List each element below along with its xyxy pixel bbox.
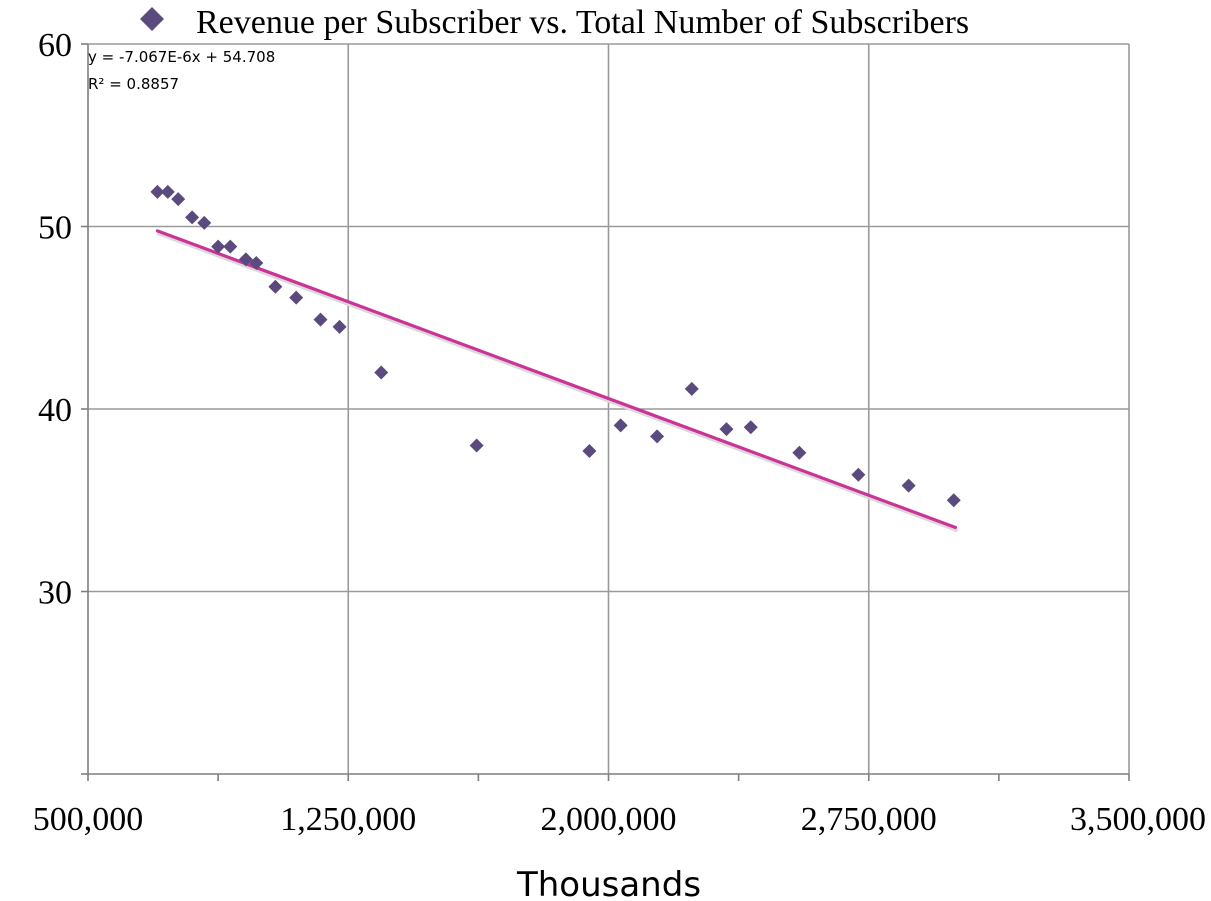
trendline-group [155,229,958,532]
data-point [582,443,597,458]
data-point [374,365,389,380]
data-point [249,256,264,270]
data-point [171,192,186,207]
data-point [211,239,226,254]
y-tick-label: 60 [38,27,72,64]
tick-labels: 30 40 50 60 500,000 1,250,000 2,000,000 2,750,0… [33,27,1206,838]
data-point [792,445,807,460]
data-point [743,420,758,435]
legend: Revenue per Subscriber vs. Total Number … [140,4,969,41]
trendline-shadow [156,232,958,532]
data-point [946,493,961,508]
axes [81,43,1130,781]
data-point [901,478,916,493]
data-points [150,184,961,508]
data-point [197,215,212,230]
x-tick-label: 1,250,000 [280,801,416,838]
data-point [238,252,253,267]
x-tick-label: 2,750,000 [801,801,937,838]
x-tick-label: 500,000 [33,801,144,838]
data-point [469,438,484,453]
data-point [332,319,347,334]
data-point [268,279,283,294]
y-tick-label: 50 [38,210,72,247]
y-tick-label: 30 [38,575,72,612]
trendline [155,229,958,530]
trendline-r2: R² = 0.8857 [88,75,179,93]
data-point [719,422,734,437]
data-point [313,312,328,327]
y-tick-label: 40 [38,392,72,429]
data-point [223,239,238,254]
x-axis-title: Thousands [516,865,701,901]
legend-label: Revenue per Subscriber vs. Total Number … [196,4,969,41]
data-point [289,290,304,305]
trendline-equation: y = -7.067E-6x + 54.708 [88,48,275,66]
x-tick-label: 2,000,000 [541,801,677,838]
data-point [851,467,866,482]
x-tick-label: 3,500,000 [1070,801,1206,838]
data-point [650,429,665,444]
grid-lines [88,43,1130,774]
data-point [684,381,699,396]
data-point [150,184,165,199]
data-point [160,184,175,199]
data-point [613,418,628,433]
data-point [185,210,200,225]
legend-marker-diamond [140,7,164,31]
